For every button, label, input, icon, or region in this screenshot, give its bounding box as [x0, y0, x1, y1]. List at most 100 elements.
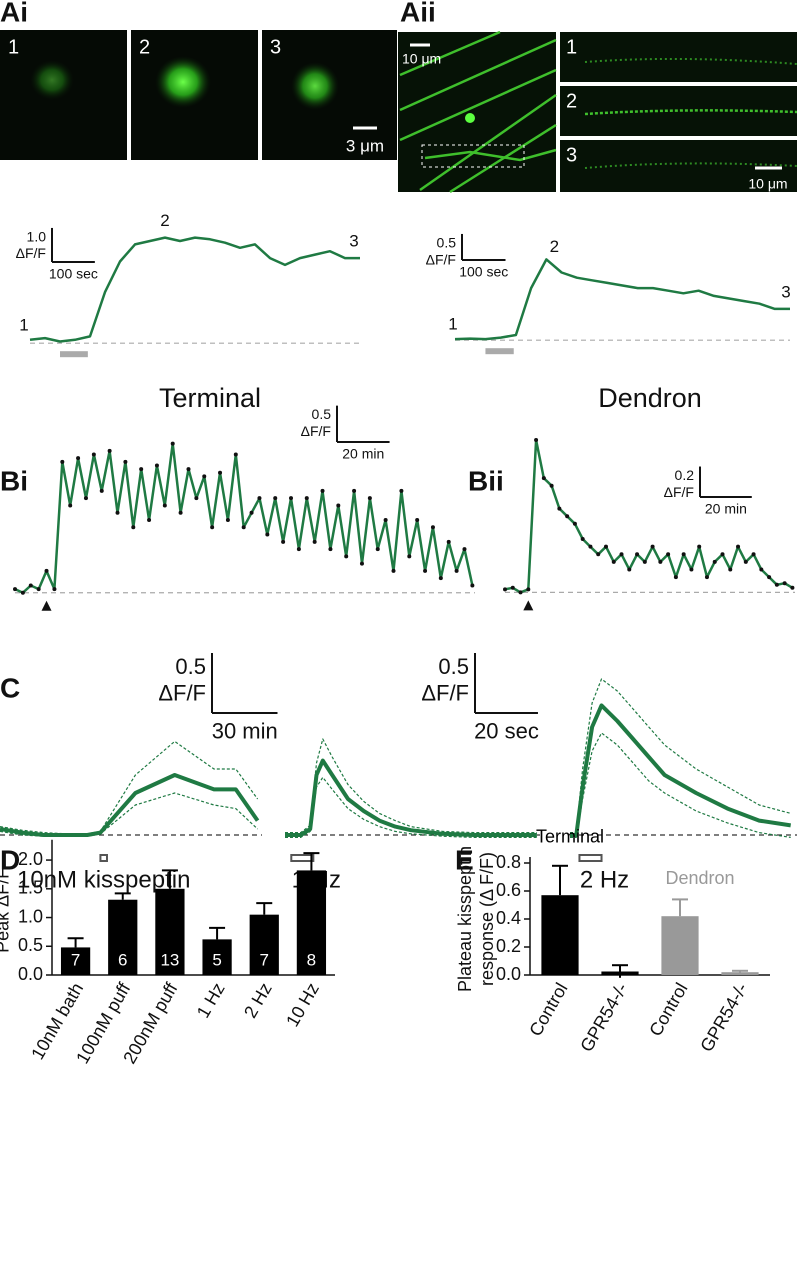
n-label: 5: [212, 950, 221, 969]
bar: [296, 870, 327, 975]
x-tick-label: GPR54-/-: [576, 979, 631, 1055]
y-axis-title: Plateau kisspeptin: [455, 846, 475, 992]
trace-point: [759, 567, 764, 572]
trace-point: [139, 467, 144, 472]
y-tick-label: 2.0: [18, 849, 43, 869]
y-tick-label: 0.2: [496, 936, 521, 956]
trace-point: [44, 568, 49, 573]
trace: [285, 738, 537, 834]
trace-point: [241, 525, 246, 530]
trace-point: [36, 587, 41, 592]
trace-point: [375, 547, 380, 552]
image: [560, 32, 797, 82]
scale-bar-x-label: 20 sec: [474, 719, 539, 744]
trace-point: [712, 559, 717, 564]
trace-point: [767, 575, 772, 580]
trace: [14, 442, 474, 594]
neurite: [584, 162, 797, 169]
stimulus-label: 2 Hz: [580, 866, 629, 893]
trace: [454, 258, 790, 341]
trace-point: [336, 503, 341, 508]
panel-label: Ai: [0, 0, 28, 27]
panel-label: Bi: [0, 465, 28, 496]
trace-point: [131, 525, 136, 530]
trace-point: [650, 544, 655, 549]
trace-point: [123, 459, 128, 464]
scale-bar-label: 10 μm: [748, 176, 787, 192]
trace-point: [107, 448, 112, 453]
trace-point: [462, 547, 467, 552]
trace-point: [352, 488, 357, 493]
stimulus-box: [99, 854, 108, 862]
scale-bar-x-label: 100 sec: [459, 263, 508, 279]
header: Dendron: [598, 383, 702, 413]
neurite: [584, 109, 797, 116]
x-tick-label: Control: [525, 979, 571, 1039]
image-label: 1: [8, 36, 19, 58]
trace-point: [202, 474, 207, 479]
n-label: 7: [260, 950, 269, 969]
trace-point: [572, 521, 577, 526]
trace-point: [178, 510, 183, 515]
trace-point: [736, 544, 741, 549]
ai-images: 1 2 3 3 μm: [0, 30, 397, 160]
scale-bar-label: 10 μm: [402, 51, 441, 67]
scale-bar-y-label: 0.5: [438, 654, 469, 679]
bar: [249, 914, 279, 975]
trace: [285, 758, 537, 837]
trace-point: [60, 459, 65, 464]
trace-point: [83, 496, 88, 501]
trace: [285, 776, 537, 838]
image-label: 2: [566, 90, 577, 112]
image-label: 3: [566, 144, 577, 166]
trace-point: [344, 554, 349, 559]
scale-bar-y-unit: ΔF/F: [664, 484, 694, 500]
trace-point: [52, 587, 57, 592]
scale-bar-y-unit: ΔF/F: [16, 245, 46, 261]
panel-label: C: [0, 672, 20, 703]
trace-point: [673, 575, 678, 580]
y-tick-label: 1.0: [18, 906, 43, 926]
cell: [30, 60, 74, 100]
trace-point: [265, 532, 270, 537]
trace-point: [218, 470, 223, 475]
panel-label: Aii: [400, 0, 436, 27]
scale-bar-x-label: 20 min: [342, 445, 384, 461]
trace-point: [76, 456, 81, 461]
annotation: 3: [349, 232, 358, 251]
trace-point: [304, 496, 309, 501]
x-tick-label: GPR54-/-: [696, 979, 751, 1055]
trace-point: [415, 518, 420, 522]
scale-bar-y-label: 0.5: [437, 234, 457, 250]
trace-point: [399, 488, 404, 493]
trace-point: [115, 510, 120, 515]
bar: [601, 971, 639, 975]
n-label: 13: [160, 950, 179, 969]
trace-point: [588, 544, 593, 549]
trace-point: [91, 452, 96, 457]
trace-point: [503, 587, 507, 592]
annotation: 2: [550, 237, 559, 256]
trace-point: [273, 496, 278, 501]
trace-point: [518, 590, 523, 595]
trace-point: [320, 488, 325, 493]
panel-label: D: [0, 844, 20, 875]
trace-point: [289, 496, 293, 501]
bar: [661, 916, 699, 975]
cell: [155, 56, 211, 108]
trace-point: [666, 552, 671, 557]
trace-point: [249, 510, 254, 515]
trace-point: [681, 552, 686, 557]
y-tick-label: 0.8: [496, 852, 521, 872]
y-axis-title: response (Δ F/F): [477, 852, 497, 986]
trace-point: [782, 581, 787, 586]
scale-bar-y-label: 1.0: [27, 228, 47, 244]
stimulus-bar: [485, 348, 514, 355]
trace-point: [28, 583, 33, 588]
trace-point: [774, 582, 779, 587]
trace-point: [407, 554, 412, 559]
scale-bar-y-unit: ΔF/F: [426, 251, 456, 267]
trace-point: [312, 539, 317, 544]
bar: [202, 939, 232, 975]
